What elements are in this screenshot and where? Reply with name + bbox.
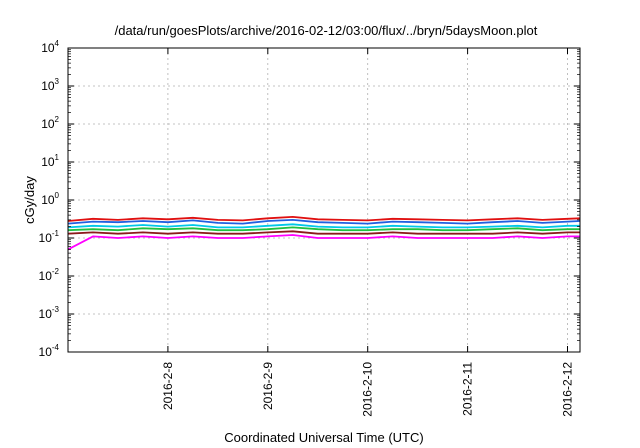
series-line-3: [67, 223, 580, 229]
x-axis-ticks: 2016-2-8 2016-2-9 2016-2-10 2016-2-11 2016-2…: [161, 48, 575, 417]
series-lines: [67, 215, 581, 251]
x-tick-label: 2016-2-10: [361, 362, 375, 417]
y-tick-label: 100: [41, 191, 59, 207]
grid: [68, 48, 580, 352]
y-tick-label: 10-2: [39, 267, 60, 283]
series-line-1: [67, 215, 581, 222]
y-tick-label: 10-4: [39, 343, 60, 359]
series-line-5: [67, 230, 580, 235]
y-tick-label: 10-1: [39, 229, 60, 245]
series-line-4: [67, 226, 580, 232]
y-axis-label: cGy/day: [22, 176, 37, 224]
x-tick-label: 2016-2-12: [561, 362, 575, 417]
y-axis-ticks: 10-4 10-3 10-2 10-1 100 101 102 103 104: [39, 39, 580, 359]
series-line-2: [67, 218, 581, 225]
y-tick-label: 104: [41, 39, 59, 55]
x-axis-label: Coordinated Universal Time (UTC): [224, 430, 423, 445]
y-tick-label: 10-3: [39, 305, 60, 321]
y-tick-label: 103: [41, 77, 59, 93]
y-tick-label: 102: [41, 115, 59, 131]
x-tick-label: 2016-2-9: [261, 362, 275, 410]
x-tick-label: 2016-2-11: [461, 362, 475, 416]
y-tick-label: 101: [41, 153, 59, 169]
chart-title: /data/run/goesPlots/archive/2016-02-12/0…: [115, 23, 538, 38]
x-tick-label: 2016-2-8: [161, 362, 175, 410]
series-line-6: [67, 234, 580, 251]
